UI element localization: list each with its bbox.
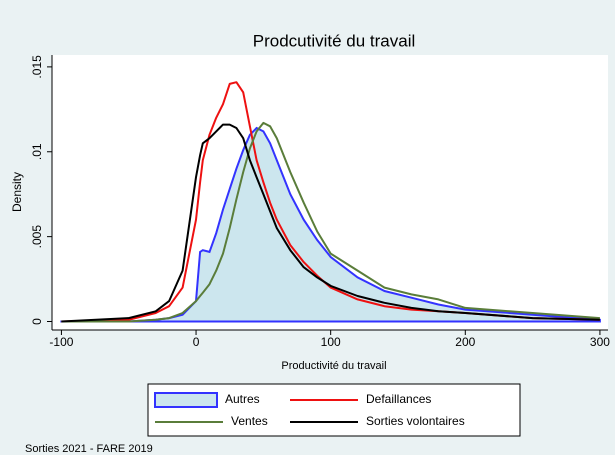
- legend-label: Ventes: [231, 414, 268, 428]
- x-tick-label: 200: [455, 335, 475, 349]
- density-line: [61, 81, 600, 323]
- x-tick-label: 0: [193, 335, 200, 349]
- density-line: [61, 121, 600, 323]
- x-tick-label: 300: [590, 335, 610, 349]
- y-tick-label: .015: [30, 55, 44, 79]
- y-axis-label: Density: [10, 172, 24, 212]
- legend-label: Sorties volontaires: [366, 414, 465, 428]
- y-tick-label: .01: [30, 143, 44, 160]
- legend: [147, 383, 521, 437]
- x-tick-label: 100: [321, 335, 341, 349]
- y-tick-label: 0: [30, 318, 44, 325]
- legend-label: Defaillances: [366, 392, 431, 406]
- legend-swatch: [154, 392, 218, 408]
- density-area: [60, 126, 601, 323]
- note: Sorties 2021 - FARE 2019: [25, 443, 153, 455]
- y-tick-label: .005: [30, 225, 44, 249]
- chart-title: Prodcutivité du travail: [253, 31, 416, 50]
- density-line: [61, 123, 600, 323]
- x-tick-label: -100: [49, 335, 73, 349]
- x-axis-label: Productivité du travail: [281, 360, 386, 372]
- legend-label: Autres: [225, 392, 260, 406]
